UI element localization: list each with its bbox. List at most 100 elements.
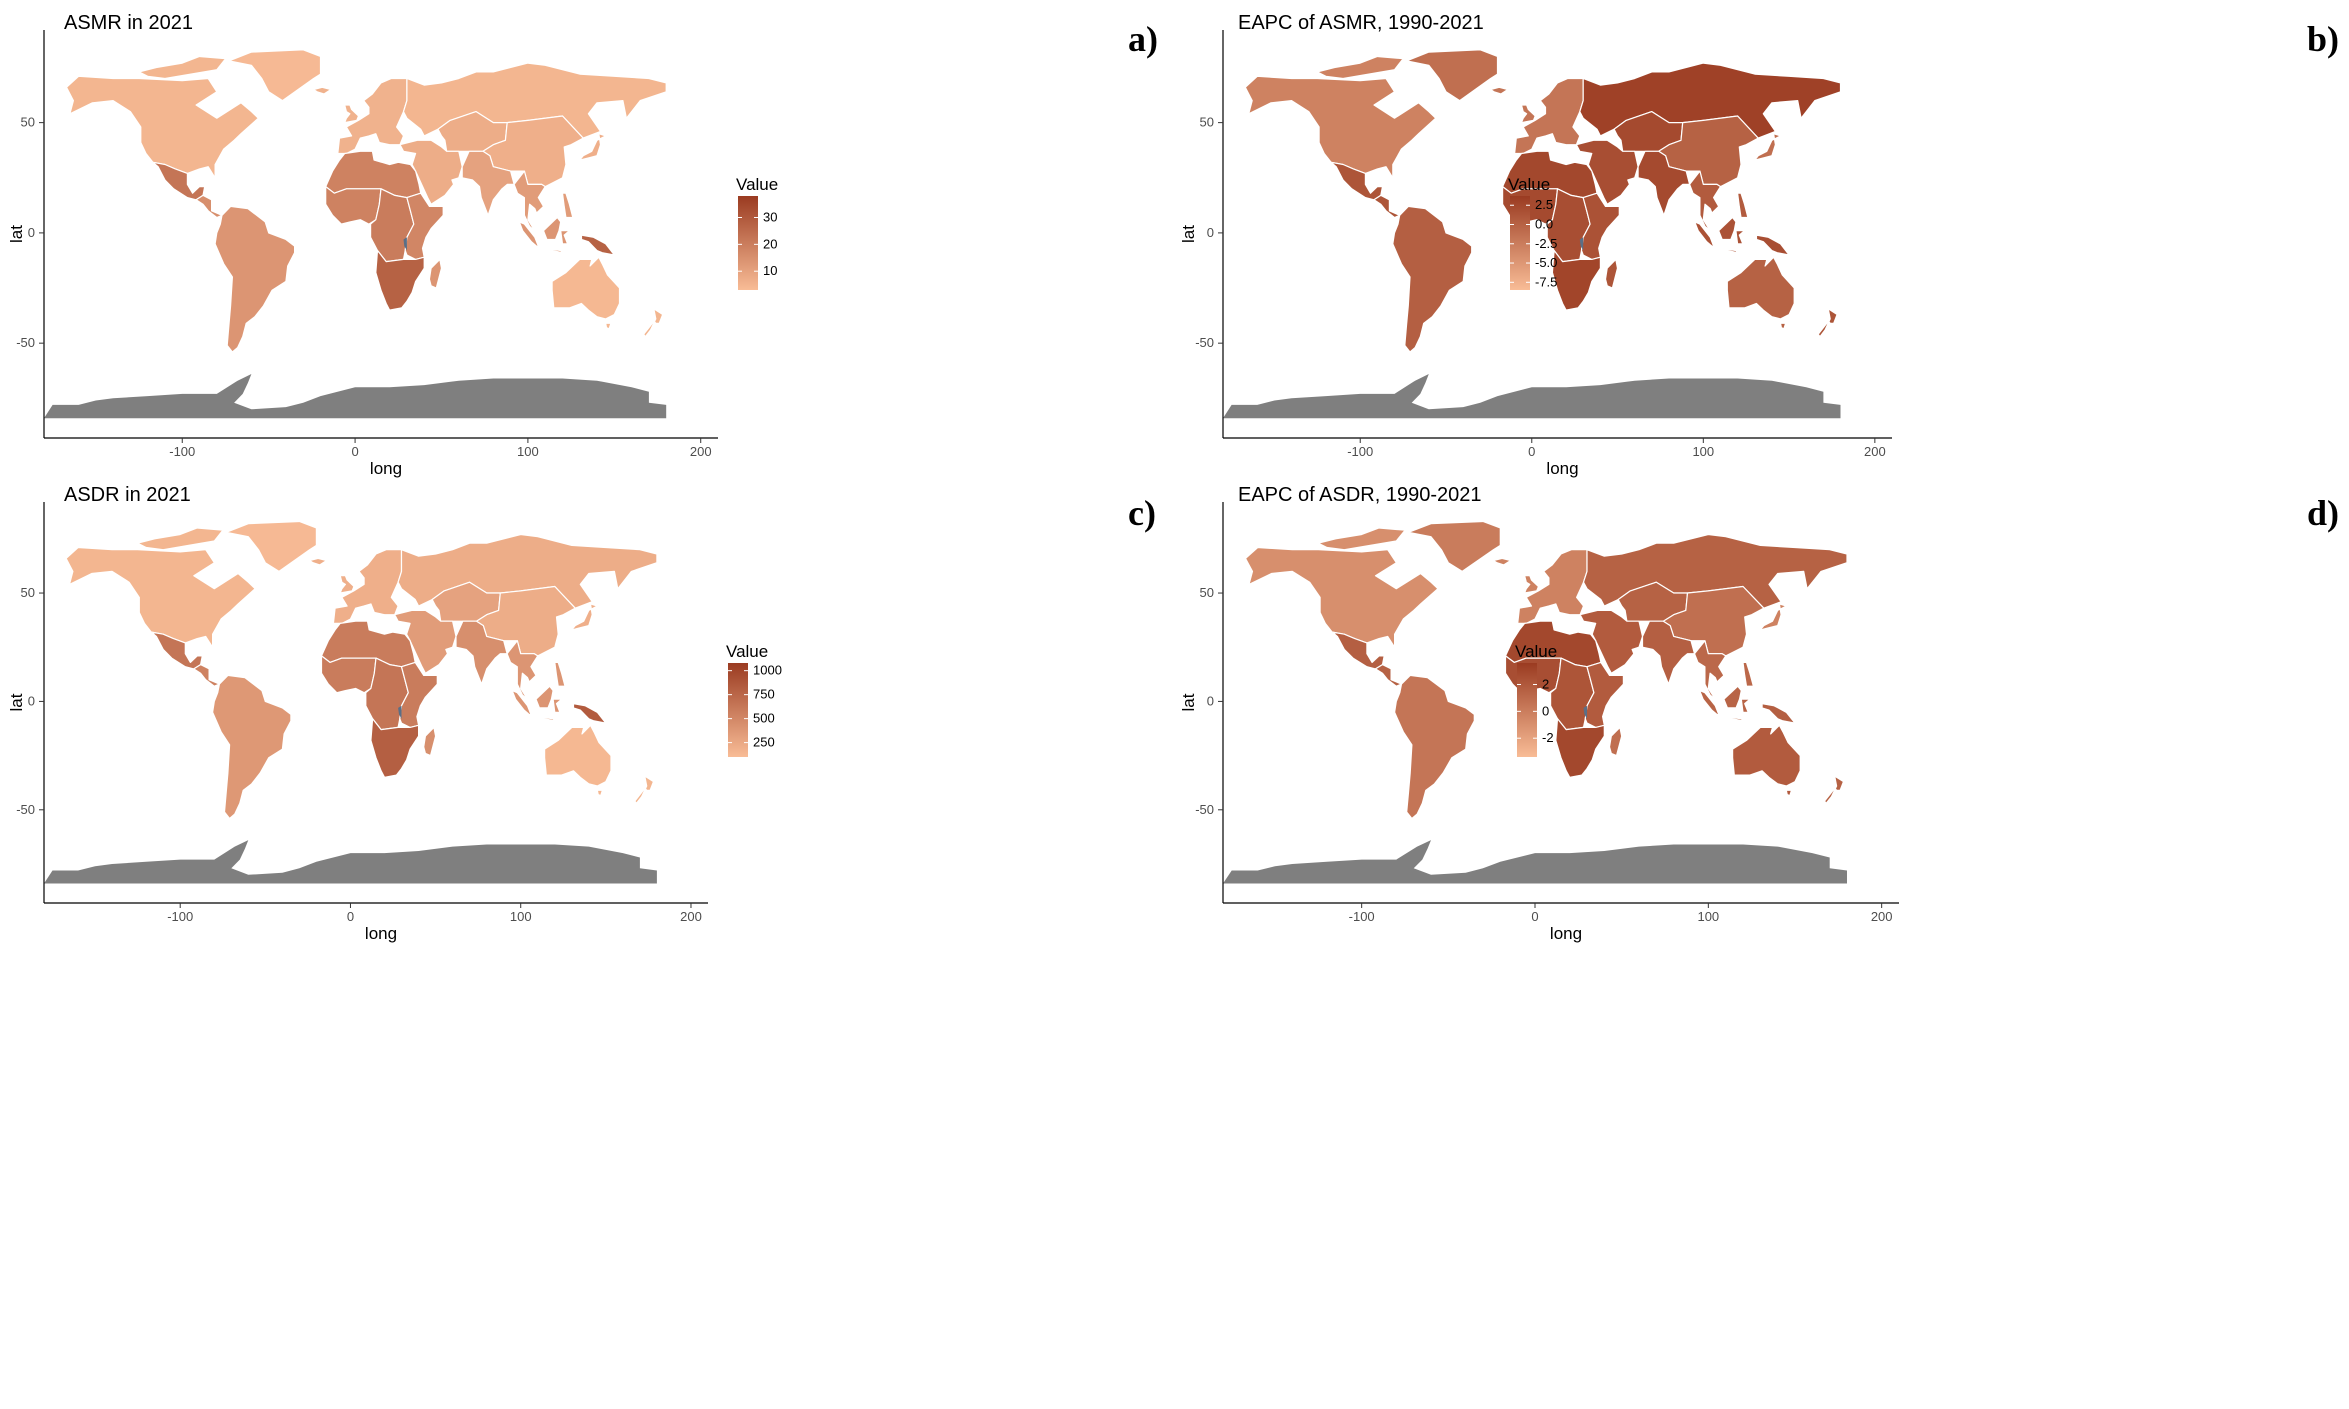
country-shape-philippines <box>561 192 574 219</box>
country-shape-indonesia <box>518 221 564 254</box>
legend-tick-label: 2.5 <box>1535 197 1553 212</box>
country-shape-australia <box>1726 256 1795 320</box>
lake-shape <box>398 705 402 719</box>
country-shape-mexico <box>150 631 203 670</box>
country-shape-uk <box>1520 104 1536 124</box>
country-shape-india <box>461 150 515 216</box>
country-shape-borneo <box>1723 685 1742 709</box>
country-shape-philippines <box>1737 192 1749 219</box>
y-tick-label: -50 <box>16 802 35 817</box>
country-shape-iceland <box>309 557 328 566</box>
x-tick-label: -100 <box>169 444 195 459</box>
y-axis-title: lat <box>1179 693 1198 711</box>
country-shape-middle-east <box>399 139 463 205</box>
y-tick-label: -50 <box>1195 335 1214 350</box>
country-shape-mexico <box>1331 631 1385 670</box>
legend-tick-label: 250 <box>753 735 775 750</box>
x-tick-label: 200 <box>1871 909 1893 924</box>
panel-c: ASDR in 2021 c) -100 0 100 200 50 0 -50 long lat… <box>0 474 1170 1174</box>
country-shape-borneo <box>535 685 554 709</box>
country-shape-papua <box>1761 703 1796 724</box>
legend-tick-label: -5.0 <box>1535 255 1557 270</box>
x-tick-label: 100 <box>1697 909 1719 924</box>
y-axis-title: lat <box>7 693 26 711</box>
country-shape-canada-arctic <box>138 55 227 80</box>
country-shape-madagascar <box>423 726 437 757</box>
legend-tick-label: -2.5 <box>1535 236 1557 251</box>
x-axis-title: long <box>370 459 402 478</box>
map-plot: -100 0 100 200 50 0 -50 long lat Value 30 20 10 <box>7 30 778 478</box>
legend-title: Value <box>1515 642 1557 661</box>
legend-tick-label: 500 <box>753 711 775 726</box>
country-shape-south-america <box>1394 674 1475 820</box>
country-shape-southern-africa <box>1555 718 1605 778</box>
y-tick-label: 50 <box>1200 115 1214 130</box>
x-tick-label: 0 <box>1528 444 1535 459</box>
x-tick-label: 200 <box>1864 444 1886 459</box>
panel-title: ASMR in 2021 <box>64 12 193 34</box>
country-shape-japan <box>1759 603 1787 631</box>
country-shape-madagascar <box>428 258 443 289</box>
legend-colorbar <box>1517 663 1537 757</box>
country-shape-sulawesi <box>1740 698 1751 713</box>
country-shape-south-america <box>1392 205 1473 353</box>
country-shape-japan <box>571 603 598 631</box>
country-shape-new-zealand <box>634 774 655 804</box>
country-shape-southern-africa <box>375 249 425 311</box>
legend-tick-label: 20 <box>763 236 777 251</box>
x-tick-label: -100 <box>1347 444 1373 459</box>
country-shape-greenland <box>1405 49 1499 102</box>
x-axis-title: long <box>365 924 397 943</box>
country-shape-west-africa <box>325 186 382 225</box>
country-shape-canada-arctic <box>137 527 224 551</box>
country-shape-south-america <box>214 205 296 353</box>
x-tick-label: 100 <box>517 444 539 459</box>
country-shape-mexico <box>1330 161 1384 201</box>
legend-tick-label: -2 <box>1542 730 1554 745</box>
y-tick-label: 50 <box>21 115 35 130</box>
x-tick-label: 100 <box>1692 444 1714 459</box>
legend-colorbar <box>1510 196 1530 290</box>
country-shape-russia <box>1579 62 1842 139</box>
country-shape-iceland <box>313 86 332 95</box>
map-plot: -100 0 100 200 50 0 -50 long lat Value 2 0 -2 <box>1179 502 1899 943</box>
y-tick-label: 50 <box>1200 585 1214 600</box>
legend-tick-label: 0.0 <box>1535 217 1553 232</box>
country-shape-iceland <box>1492 557 1512 566</box>
country-shape-australia <box>1732 724 1801 787</box>
country-shape-papua <box>572 703 607 724</box>
country-shape-middle-east <box>394 609 457 674</box>
country-shape-north-america <box>1244 75 1437 179</box>
x-tick-label: 0 <box>347 909 354 924</box>
y-axis-title: lat <box>1179 225 1198 243</box>
country-shape-japan <box>1754 133 1782 161</box>
country-shape-canada-arctic <box>1317 527 1406 551</box>
country-shape-se-asia <box>1689 170 1722 232</box>
antarctica-shape <box>1223 374 1841 419</box>
country-shape-se-asia <box>1693 640 1727 700</box>
panel-title: ASDR in 2021 <box>64 484 191 506</box>
x-tick-label: -100 <box>167 909 193 924</box>
x-tick-label: 200 <box>690 444 712 459</box>
country-shape-uk <box>339 575 355 594</box>
country-shape-canada-arctic <box>1316 55 1404 80</box>
country-shape-uk <box>344 104 360 124</box>
map-plot: -100 0 100 200500-50longlatValue10007505002… <box>7 502 782 943</box>
panel-b: EAPC of ASMR, 1990-2021 b) -100 0 100 200 50… <box>1172 0 2349 700</box>
legend-tick-label: 0 <box>1542 703 1549 718</box>
y-tick-label: 0 <box>28 693 35 708</box>
x-axis-title: long <box>1546 459 1578 478</box>
country-shape-papua <box>580 234 615 256</box>
country-shape-greenland <box>228 49 322 102</box>
x-tick-label: 0 <box>1531 909 1538 924</box>
panel-a: ASMR in 2021 a) -100 0 100 200 50 0 -50 long lat… <box>0 0 1170 700</box>
country-shape-borneo <box>1718 216 1737 241</box>
y-tick-label: -50 <box>1195 802 1214 817</box>
country-shape-sulawesi <box>552 698 563 713</box>
country-shape-south-america <box>212 674 292 820</box>
x-tick-label: -100 <box>1349 909 1375 924</box>
country-shape-iceland <box>1490 86 1509 95</box>
country-shape-greenland <box>225 520 317 572</box>
panel-label: d) <box>2307 493 2340 533</box>
country-shape-mexico <box>152 161 206 201</box>
